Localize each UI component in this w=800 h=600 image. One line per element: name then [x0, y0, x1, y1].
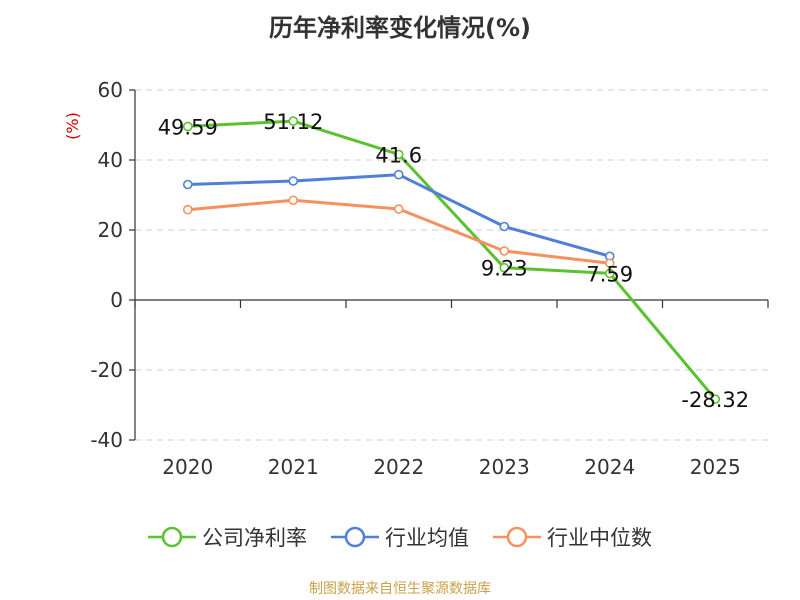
- series-point-2: [182, 204, 193, 215]
- legend-label: 公司净利率: [202, 526, 307, 550]
- series-point-1: [288, 176, 299, 186]
- y-tick-label: 60: [98, 78, 123, 102]
- series-lines: [182, 116, 721, 404]
- x-tick-label: 2022: [373, 455, 424, 479]
- x-tick-label: 2021: [268, 455, 319, 479]
- series-point-0: [182, 121, 193, 132]
- series-point-2: [604, 258, 615, 269]
- legend-swatch: [331, 526, 379, 548]
- legend-item-0[interactable]: 公司净利率: [148, 522, 307, 552]
- series-point-1: [182, 179, 193, 190]
- legend-label: 行业均值: [385, 526, 469, 550]
- data-label: 7.59: [586, 262, 633, 286]
- x-tick-label: 2023: [479, 455, 530, 479]
- chart-title: 历年净利率变化情况(%): [269, 14, 531, 42]
- series-point-1: [393, 169, 404, 180]
- legend-label: 行业中位数: [547, 526, 652, 550]
- x-tick-label: 2024: [584, 455, 635, 479]
- series-point-2: [288, 195, 299, 206]
- legend-swatch: [493, 526, 541, 548]
- line-chart: 60 40 20 0 -20 -40 2020 2021 2022 2023 2024 2025 (%)…: [63, 78, 769, 479]
- series-point-2: [499, 246, 510, 256]
- data-label: -28.32: [681, 388, 749, 412]
- series-point-0: [710, 394, 721, 404]
- source-note: 制图数据来自恒生聚源数据库: [309, 581, 491, 597]
- legend-item-2[interactable]: 行业中位数: [493, 522, 652, 552]
- y-tick-label: 20: [98, 218, 123, 242]
- series-point-0: [288, 116, 299, 126]
- series-point-0: [499, 262, 510, 273]
- data-label: 41.6: [375, 143, 422, 167]
- data-label: 51.12: [263, 110, 323, 134]
- y-axis-label: (%): [63, 112, 82, 140]
- data-label: 49.59: [158, 115, 218, 139]
- x-tick-label: 2020: [162, 455, 213, 479]
- series-line-1: [187, 173, 611, 258]
- series-point-0: [393, 149, 404, 160]
- series-line-0: [187, 119, 717, 401]
- grid-lines: [135, 89, 768, 441]
- legend: 公司净利率 行业均值 行业中位数: [0, 522, 800, 552]
- legend-item-1[interactable]: 行业均值: [331, 522, 469, 552]
- series-point-0: [604, 268, 615, 279]
- series-point-1: [499, 221, 510, 232]
- legend-swatch: [148, 526, 196, 548]
- series-point-2: [393, 204, 404, 214]
- y-tick-label: -20: [90, 358, 123, 382]
- data-label: 9.23: [481, 257, 528, 281]
- x-tick-label: 2025: [690, 455, 741, 479]
- y-tick-label: -40: [90, 428, 123, 452]
- y-tick-label: 0: [110, 288, 123, 312]
- data-labels: 49.59 51.12 41.6 9.23 7.59 -28.32: [158, 110, 749, 412]
- y-tick-label: 40: [98, 148, 123, 172]
- axes: 60 40 20 0 -20 -40 2020 2021 2022 2023 2024 2025 (%): [63, 78, 769, 479]
